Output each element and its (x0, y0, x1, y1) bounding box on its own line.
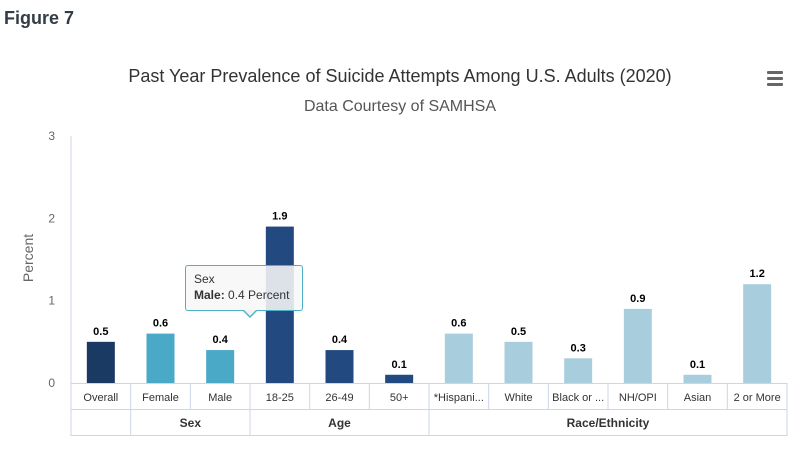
data-label: 0.5 (93, 326, 108, 338)
bar (385, 374, 414, 383)
x-tick-label: NH/OPI (619, 392, 657, 404)
chart-subtitle: Data Courtesy of SAMHSA (303, 98, 497, 115)
data-label: 0.1 (392, 359, 407, 371)
tooltip-value-line: Male: 0.4 Percent (194, 288, 294, 302)
bar (623, 308, 652, 383)
tooltip: Sex Male: 0.4 Percent (185, 265, 303, 318)
y-tick-label: 3 (48, 129, 55, 143)
x-tick-label: 50+ (390, 392, 409, 404)
x-tick-label: 18-25 (266, 392, 294, 404)
data-label: 0.6 (451, 318, 466, 330)
data-label: 0.4 (213, 334, 229, 346)
x-tick-label: 2 or More (734, 392, 781, 404)
chart-title: Past Year Prevalence of Suicide Attempts… (128, 66, 672, 86)
bar (206, 350, 235, 383)
bar (683, 374, 712, 383)
group-label: Sex (180, 416, 202, 430)
x-tick-label: 26-49 (325, 392, 353, 404)
x-tick-label: Overall (83, 392, 118, 404)
bar (564, 358, 593, 383)
x-tick-label: Male (208, 392, 232, 404)
bar (325, 350, 354, 383)
y-tick-label: 1 (48, 294, 55, 308)
x-tick-label: Female (142, 392, 179, 404)
group-label: Age (328, 416, 351, 430)
figure-label: Figure 7 (4, 8, 75, 28)
group-labels: Sex Age Race/Ethnicity (180, 416, 650, 430)
data-label: 0.4 (332, 334, 348, 346)
data-labels: 0.5 0.6 0.4 1.9 0.4 0.1 0.6 0.5 0.3 0.9 0.1 1.2 (93, 211, 765, 371)
data-label: 0.6 (153, 318, 168, 330)
data-label: 0.5 (511, 326, 526, 338)
chart-axes (70, 136, 788, 436)
x-tick-label: *Hispani... (434, 392, 484, 404)
group-label: Race/Ethnicity (567, 416, 650, 430)
x-axis-labels: Overall Female Male 18-25 26-49 50+ *Hispani..… (83, 392, 780, 404)
bar (504, 341, 533, 383)
tooltip-value: 0.4 Percent (228, 288, 290, 302)
hamburger-menu-icon[interactable] (764, 71, 786, 89)
x-tick-label: White (504, 392, 532, 404)
data-label: 0.3 (571, 342, 586, 354)
tooltip-separator: : (220, 288, 225, 302)
tooltip-category: Male (194, 288, 221, 302)
data-label: 0.9 (630, 293, 645, 305)
y-axis-ticks: 0 1 2 3 (48, 129, 55, 390)
tooltip-arrow-inner (243, 309, 257, 316)
bar (86, 341, 115, 383)
tooltip-group: Sex (194, 272, 215, 286)
bar (146, 333, 175, 383)
x-tick-label: Black or ... (552, 392, 604, 404)
bar (743, 284, 772, 383)
y-tick-label: 0 (48, 376, 55, 390)
data-label: 1.2 (750, 268, 765, 280)
chart-bars (86, 226, 772, 383)
x-tick-label: Asian (684, 392, 712, 404)
data-label: 0.1 (690, 359, 705, 371)
bar (444, 333, 473, 383)
y-tick-label: 2 (48, 211, 55, 225)
data-label: 1.9 (272, 211, 287, 223)
